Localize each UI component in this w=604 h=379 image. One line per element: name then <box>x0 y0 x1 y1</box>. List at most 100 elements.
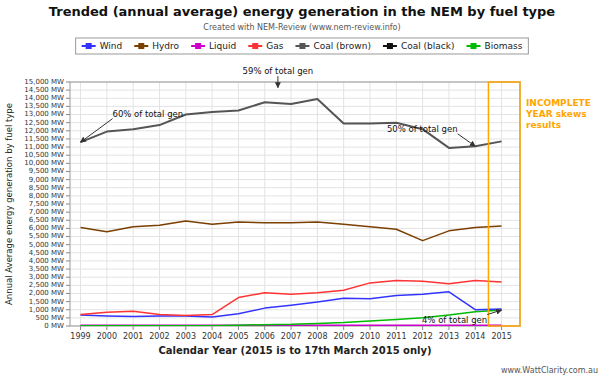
series-line <box>81 99 502 148</box>
y-tick-label: 10,500 MW <box>24 151 64 159</box>
legend-label: Biomass <box>485 41 523 51</box>
y-tick-label: 11,500 MW <box>24 135 64 143</box>
legend-label: Wind <box>100 41 123 51</box>
y-grid-line <box>70 106 520 107</box>
y-grid-line <box>70 171 520 172</box>
y-tick-label: 500 MW <box>35 314 64 322</box>
x-grid-line <box>448 82 449 326</box>
legend-item: Coal (brown) <box>295 41 370 51</box>
y-tick <box>66 301 70 302</box>
legend-label: Coal (black) <box>401 41 455 51</box>
x-tick <box>238 326 239 330</box>
y-tick <box>66 122 70 123</box>
y-tick <box>66 195 70 196</box>
y-tick <box>66 220 70 221</box>
y-tick-label: 8,500 MW <box>29 184 64 192</box>
y-grid-line <box>70 252 520 253</box>
y-tick <box>66 130 70 131</box>
y-tick-label: 12,500 MW <box>24 119 64 127</box>
title: Trended (annual average) energy generati… <box>49 4 556 19</box>
x-grid-line <box>396 82 397 326</box>
annotation-line: INCOMPLETE <box>526 98 591 108</box>
grid <box>70 82 520 326</box>
y-tick <box>66 277 70 278</box>
chart: 0 MW500 MW1,000 MW1,500 MW2,000 MW2,500 … <box>0 0 604 379</box>
y-tick-label: 8,000 MW <box>29 192 64 200</box>
y-tick <box>66 293 70 294</box>
y-tick-label: 9,500 MW <box>29 167 64 175</box>
incomplete-year-box <box>488 82 520 326</box>
y-tick-label: 14,500 MW <box>24 86 64 94</box>
y-tick <box>66 309 70 310</box>
y-tick-label: 1,000 MW <box>29 306 64 314</box>
x-tick <box>448 326 449 330</box>
y-tick-label: 15,000 MW <box>24 78 64 86</box>
x-tick <box>396 326 397 330</box>
x-tick-label: 2007 <box>281 332 301 341</box>
x-grid-line <box>370 82 371 326</box>
legend-swatch <box>471 43 477 49</box>
x-tick-label: 2012 <box>412 332 432 341</box>
x-tick-label: 2010 <box>360 332 380 341</box>
y-tick <box>66 163 70 164</box>
y-grid-line <box>70 90 520 91</box>
annotation: 59% of total gen <box>243 66 314 76</box>
x-tick <box>370 326 371 330</box>
x-tick <box>291 326 292 330</box>
y-grid-line <box>70 138 520 139</box>
y-tick-label: 9,000 MW <box>29 176 64 184</box>
y-tick-label: 6,500 MW <box>29 216 64 224</box>
annotation-arrow <box>487 310 501 315</box>
y-tick <box>66 114 70 115</box>
y-grid-line <box>70 285 520 286</box>
annotation-line: YEAR skews <box>525 109 587 119</box>
annotation: 60% of total gen <box>113 109 184 119</box>
x-grid-line <box>238 82 239 326</box>
y-grid-line <box>70 260 520 261</box>
annotation-line: results <box>526 120 561 130</box>
x-tick <box>106 326 107 330</box>
x-tick-label: 2004 <box>202 332 222 341</box>
y-tick <box>66 317 70 318</box>
y-grid-line <box>70 228 520 229</box>
x-grid-line <box>80 82 81 326</box>
x-tick-label: 1999 <box>70 332 90 341</box>
annotations: 60% of total gen 59% of total gen 50% of t… <box>81 66 598 375</box>
x-axis-label: Calendar Year (2015 is to 17th March 201… <box>158 345 431 356</box>
x-grid-line <box>212 82 213 326</box>
y-tick <box>66 138 70 139</box>
x-grid-line <box>475 82 476 326</box>
legend-item: Coal (black) <box>383 41 455 51</box>
y-tick <box>66 82 70 83</box>
y-tick-label: 1,500 MW <box>29 298 64 306</box>
x-tick-label: 2006 <box>255 332 275 341</box>
y-tick-label: 6,000 MW <box>29 224 64 232</box>
y-tick <box>66 171 70 172</box>
x-tick-label: 2002 <box>149 332 169 341</box>
x-tick <box>133 326 134 330</box>
y-grid-line <box>70 98 520 99</box>
x-tick <box>343 326 344 330</box>
legend-box <box>76 38 529 54</box>
x-grid-line <box>185 82 186 326</box>
x-tick-label: 2009 <box>334 332 354 341</box>
annotation: 50% of total gen <box>387 124 458 134</box>
y-tick-label: 7,500 MW <box>29 200 64 208</box>
y-tick-label: 13,500 MW <box>24 102 64 110</box>
legend-label: Gas <box>266 41 283 51</box>
plot-frame <box>70 82 520 326</box>
x-tick-label: 2013 <box>439 332 459 341</box>
axes: 0 MW500 MW1,000 MW1,500 MW2,000 MW2,500 … <box>24 78 520 341</box>
y-tick-label: 13,000 MW <box>24 110 64 118</box>
series-line <box>81 280 502 315</box>
x-tick <box>185 326 186 330</box>
x-tick <box>159 326 160 330</box>
x-grid-line <box>317 82 318 326</box>
x-grid-line <box>291 82 292 326</box>
x-tick-label: 2000 <box>97 332 117 341</box>
x-tick-label: 2008 <box>307 332 327 341</box>
legend-swatch <box>86 43 92 49</box>
x-tick-label: 2015 <box>491 332 511 341</box>
y-tick-label: 7,000 MW <box>29 208 64 216</box>
legend-swatch <box>299 43 305 49</box>
